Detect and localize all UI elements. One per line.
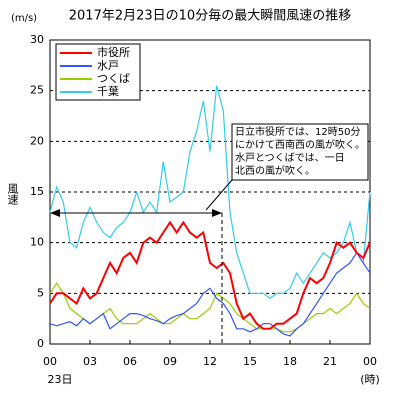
y-tick-label: 25	[30, 84, 44, 97]
x-tick-label: 12	[203, 355, 217, 368]
series-line	[49, 220, 371, 330]
chart-title: 2017年2月23日の10分毎の最大瞬間風速の推移	[69, 8, 351, 24]
annotation-line: 北西の風が吹く。	[235, 164, 315, 177]
annotation-line: 日立市役所では、12時50分	[235, 125, 360, 138]
plot	[49, 39, 371, 345]
legend-label: つくば	[97, 72, 130, 85]
x-tick-label: 21	[323, 355, 337, 368]
annotation: 日立市役所では、12時50分にかけて西南西の風が吹く。水戸とつくばでは、一日北西…	[235, 125, 365, 177]
arrow-head	[212, 209, 222, 217]
y-tick-label: 10	[30, 236, 44, 249]
annotation-line: にかけて西南西の風が吹く。	[235, 138, 365, 151]
y-unit: (m/s)	[11, 13, 37, 24]
y-label: 風速	[6, 183, 19, 205]
x-tick-label: 15	[243, 355, 257, 368]
y-tick-label: 30	[30, 33, 44, 46]
legend-label: 水戸	[97, 59, 119, 72]
x-tick-label: 00	[363, 355, 377, 368]
annotation-line: 水戸とつくばでは、一日	[235, 152, 345, 164]
series-line	[49, 251, 371, 337]
y-tick-label: 20	[30, 134, 44, 147]
arrow-head	[50, 209, 60, 217]
legend-label: 千葉	[97, 84, 119, 98]
x-unit: (時)	[360, 373, 380, 386]
x-tick-label: 03	[83, 355, 97, 368]
y-tick-label: 5	[37, 286, 44, 299]
x-tick-label: 18	[283, 355, 297, 368]
x-date: 23日	[48, 373, 73, 386]
annotation-pointer	[205, 179, 233, 211]
x-tick-label: 09	[163, 355, 177, 368]
series-line	[49, 85, 371, 300]
y-tick-label: 15	[30, 185, 44, 198]
annotation-box	[231, 123, 369, 181]
y-tick-label: 0	[37, 337, 44, 350]
legend-label: 市役所	[97, 45, 130, 59]
x-tick-label: 06	[123, 355, 137, 368]
x-tick-label: 00	[43, 355, 57, 368]
